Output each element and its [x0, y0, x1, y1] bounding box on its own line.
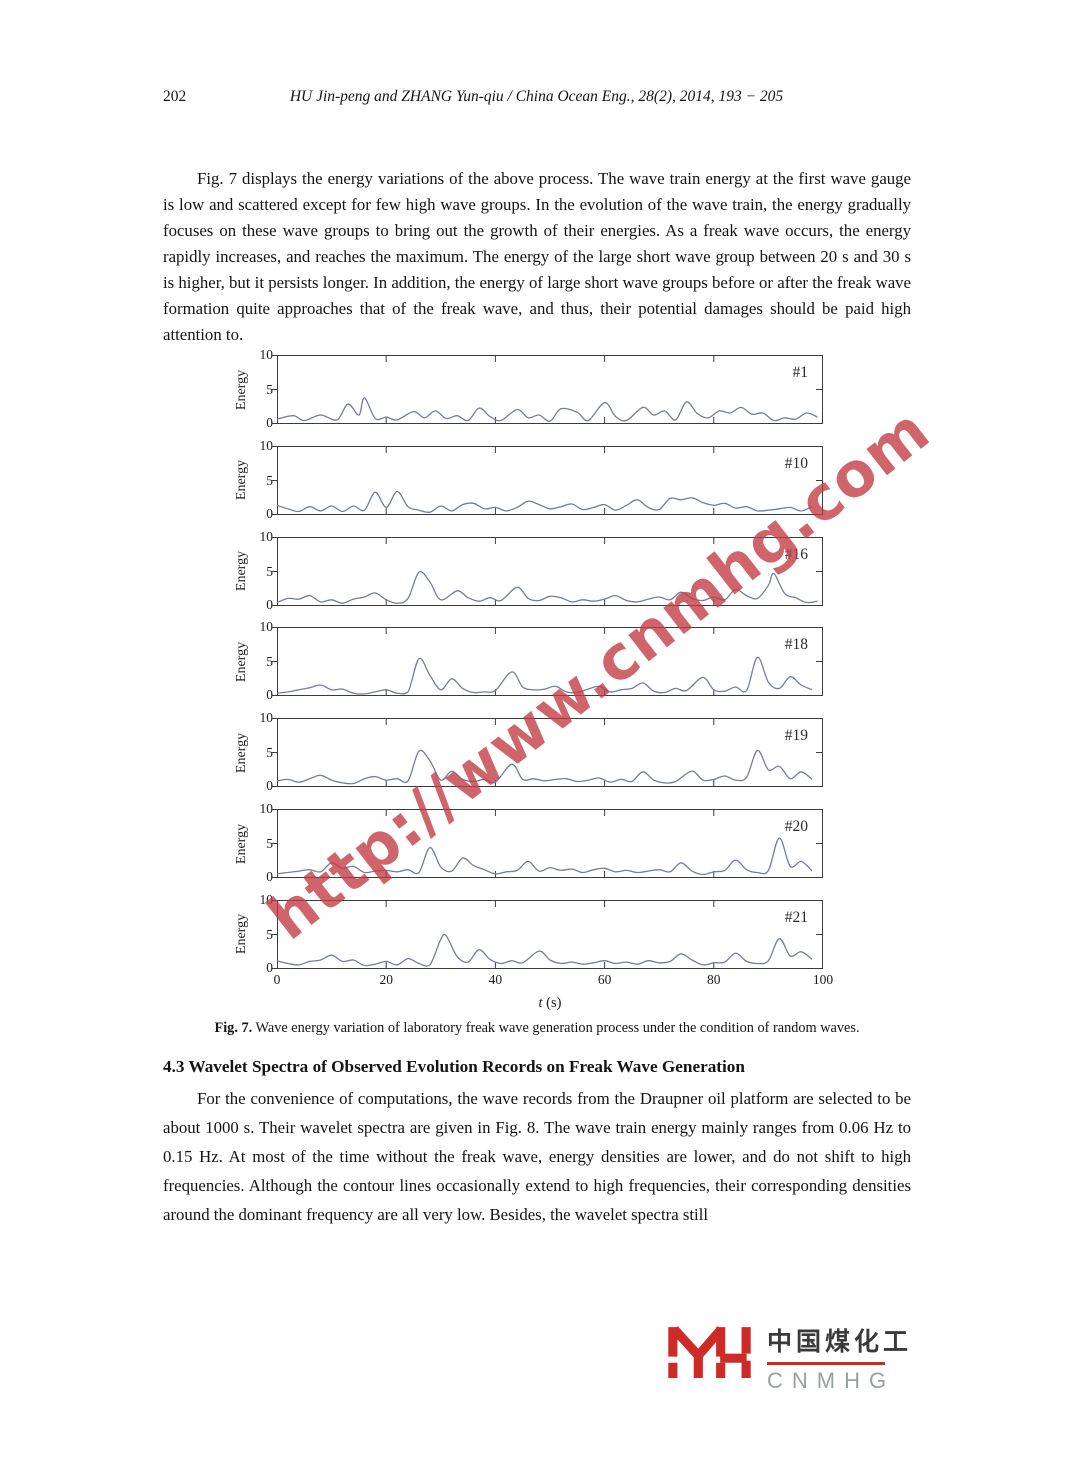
page-header: 202 HU Jin-peng and ZHANG Yun-qiu / Chin… [163, 88, 910, 110]
page-number: 202 [163, 88, 187, 105]
x-tick-label: 40 [488, 972, 503, 987]
x-tick-label: 100 [812, 972, 834, 987]
wave-energy-plot: #20 [272, 809, 823, 878]
y-tick-label: 5 [266, 563, 273, 579]
x-tick-label: 60 [597, 972, 612, 987]
y-tick-label: 0 [266, 869, 273, 884]
running-head-citation: HU Jin-peng and ZHANG Yun-qiu / China Oc… [289, 88, 784, 105]
cnmhg-logo-mark [668, 1326, 751, 1378]
y-tick-label: 5 [266, 926, 273, 942]
chart-panel-20: Energy 10 5 0 #20 [234, 801, 823, 884]
y-axis-label: Energy [234, 460, 250, 501]
y-axis-label: Energy [234, 369, 250, 410]
wave-energy-plot: #16 [272, 536, 823, 606]
panel-label: #21 [785, 909, 808, 926]
panel-label: #18 [785, 636, 809, 653]
y-tick-label: 0 [266, 596, 273, 612]
y-axis-label: Energy [234, 823, 250, 864]
x-tick-label: 80 [707, 972, 721, 987]
paragraph-1: Fig. 7 displays the energy variations of… [163, 166, 911, 348]
paragraph-1-text: Fig. 7 displays the energy variations of… [163, 169, 911, 344]
figure-caption-label: Fig. 7. [214, 1020, 253, 1036]
y-tick-label: 0 [266, 687, 273, 703]
wave-energy-plot: #18 [272, 627, 823, 697]
wave-energy-plot: #10 [272, 445, 823, 515]
chart-panel-19: Energy 10 5 0 #19 [234, 710, 823, 793]
y-tick-label: 0 [266, 778, 273, 794]
y-tick-label: 0 [266, 505, 273, 521]
section-heading: 4.3 Wavelet Spectra of Observed Evolutio… [163, 1057, 745, 1076]
logo-text-block: 中国煤化工 CNMHG [767, 1322, 912, 1394]
y-tick-label: 10 [259, 619, 274, 635]
y-tick-label: 10 [259, 528, 274, 544]
y-tick-label: 5 [266, 382, 273, 397]
x-tick-label: 20 [379, 972, 393, 987]
y-axis-label: Energy [234, 914, 250, 955]
panel-label: #16 [785, 546, 809, 563]
figure-7: Energy 10 5 0 #1 Energy 10 5 0 #10 Energy 10 5 0 #16 En… [234, 347, 835, 1020]
publisher-logo: 中国煤化工 CNMHG [668, 1320, 912, 1394]
panel-label: #20 [785, 818, 809, 835]
chart-panel-16: Energy 10 5 0 #16 [234, 529, 823, 612]
y-axis-label: Energy [234, 551, 250, 592]
y-tick-label: 0 [266, 959, 273, 975]
chart-panel-10: Energy 10 5 0 #10 [234, 438, 823, 521]
y-tick-label: 5 [266, 654, 273, 670]
y-axis-label: Energy [234, 732, 250, 773]
figure-caption: Fig. 7. Wave energy variation of laborat… [163, 1020, 911, 1037]
wave-energy-plot: #1 [272, 355, 823, 424]
logo-chinese-name: 中国煤化工 [767, 1328, 913, 1356]
y-tick-label: 10 [259, 437, 274, 453]
y-tick-label: 5 [266, 836, 273, 851]
x-axis-tick-labels: 0 20 40 60 80 100 [273, 972, 834, 990]
paragraph-2-text: For the convenience of computations, the… [163, 1089, 911, 1224]
y-tick-label: 0 [266, 415, 273, 430]
y-tick-label: 10 [259, 891, 274, 907]
chart-panel-1: Energy 10 5 0 #1 [234, 347, 823, 430]
y-tick-label: 5 [266, 472, 273, 488]
y-tick-label: 10 [259, 347, 274, 362]
x-axis-title: t (s) [538, 995, 562, 1011]
panel-label: #1 [793, 364, 809, 381]
y-tick-label: 10 [259, 710, 274, 726]
chart-panel-18: Energy 10 5 0 #18 [234, 619, 823, 702]
figure-caption-text: Wave energy variation of laboratory frea… [255, 1020, 860, 1036]
wave-energy-plot: #21 [272, 899, 823, 969]
panel-label: #10 [785, 455, 809, 472]
wave-energy-plot: #19 [272, 718, 823, 788]
logo-latin-name: CNMHG [767, 1368, 896, 1393]
y-axis-label: Energy [234, 641, 250, 682]
paragraph-2: For the convenience of computations, the… [163, 1084, 911, 1229]
logo-divider [767, 1362, 885, 1365]
y-tick-label: 10 [259, 801, 274, 816]
chart-panel-21: Energy 10 5 0 #21 [234, 892, 823, 975]
y-tick-label: 5 [266, 745, 273, 761]
panel-label: #19 [785, 727, 809, 744]
x-tick-label: 0 [273, 972, 281, 987]
